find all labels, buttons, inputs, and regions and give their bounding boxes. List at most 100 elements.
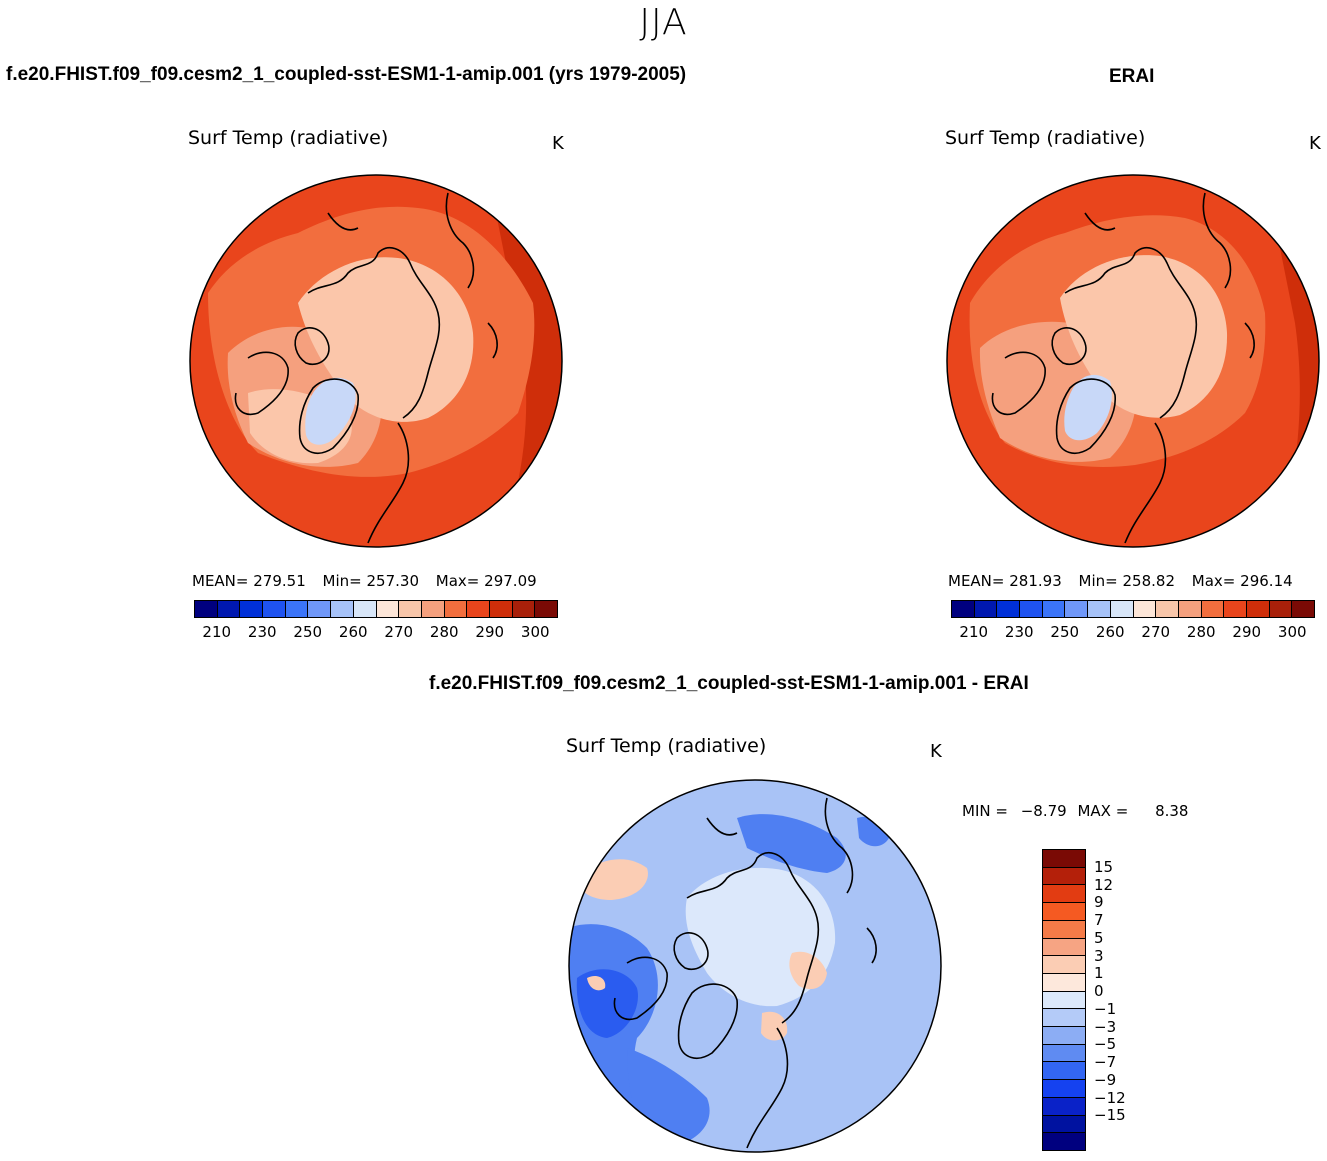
colorbar-swatch-3 [1020,601,1043,617]
colorbar-swatch-7 [1110,601,1134,617]
colorbar-swatch-8 [376,601,400,617]
colorbar-tick-label: 0 [1094,982,1104,1001]
season-title: JJA [639,2,688,43]
colorbar-tick-label: 280 [1186,623,1216,641]
colorbar-swatch-1 [217,601,241,617]
diff-unit-label: K [930,741,942,762]
colorbar-tick-label: 260 [1095,623,1125,641]
colorbar-swatch-16 [1043,1133,1085,1150]
colorbar-swatch-10 [1043,1027,1085,1045]
colorbar-tick-label: 1 [1094,964,1104,983]
colorbar-tick-label: 12 [1094,875,1114,894]
model-min-value: 257.30 [366,572,420,590]
colorbar-swatch-15 [535,601,557,617]
obs-stats: MEAN= 281.93 Min= 258.82 Max= 296.14 [948,572,1293,590]
colorbar-tick-label: 270 [1141,623,1171,641]
colorbar-tick-label: −3 [1094,1017,1117,1036]
obs-colorbar [951,600,1315,618]
colorbar-swatch-10 [421,601,445,617]
colorbar-swatch-9 [399,601,422,617]
colorbar-swatch-5 [308,601,332,617]
model-max-label: Max= [435,572,480,590]
colorbar-tick-label: 5 [1094,928,1104,947]
colorbar-tick-label: −7 [1094,1053,1117,1072]
model-min-label: Min= [322,572,362,590]
colorbar-swatch-6 [331,601,354,617]
colorbar-swatch-13 [1246,601,1270,617]
model-polar-map [189,174,563,548]
colorbar-swatch-7 [353,601,377,617]
model-colorbar [194,600,558,618]
colorbar-swatch-9 [1043,1009,1085,1028]
colorbar-tick-label: 9 [1094,893,1104,912]
colorbar-swatch-4 [1043,920,1085,939]
obs-plot-title: Surf Temp (radiative) [945,127,1146,149]
obs-unit-label: K [1309,133,1321,154]
model-panel-header: f.e20.FHIST.f09_f09.cesm2_1_coupled-sst-… [6,64,687,85]
colorbar-tick-label: 250 [1050,623,1080,641]
colorbar-swatch-12 [1224,601,1247,617]
colorbar-tick-label: 15 [1094,857,1114,876]
obs-min-value: 258.82 [1122,572,1176,590]
colorbar-swatch-4 [285,601,309,617]
diff-max-label: MAX = [1077,802,1129,820]
colorbar-swatch-2 [1043,885,1085,904]
colorbar-swatch-11 [1201,601,1225,617]
model-mean-label: MEAN= [192,572,249,590]
diff-minmax: MIN = −8.79 MAX = 8.38 [962,802,1188,820]
colorbar-swatch-6 [1043,956,1085,974]
colorbar-swatch-7 [1043,973,1085,992]
colorbar-swatch-13 [1043,1080,1085,1098]
colorbar-swatch-13 [489,601,513,617]
colorbar-tick-label: 300 [1277,623,1307,641]
colorbar-swatch-1 [974,601,998,617]
obs-mean-label: MEAN= [948,572,1005,590]
colorbar-tick-label: 260 [338,623,368,641]
colorbar-swatch-5 [1043,938,1085,957]
diff-plot-title: Surf Temp (radiative) [566,735,767,757]
colorbar-swatch-3 [1043,903,1085,921]
colorbar-tick-label: 250 [293,623,323,641]
colorbar-swatch-0 [1043,850,1085,868]
diff-panel-header: f.e20.FHIST.f09_f09.cesm2_1_coupled-sst-… [429,673,1029,694]
colorbar-tick-label: 290 [475,623,505,641]
diff-max-value: 8.38 [1155,802,1189,820]
obs-max-value: 296.14 [1240,572,1293,590]
colorbar-swatch-2 [997,601,1021,617]
colorbar-swatch-12 [467,601,490,617]
obs-max-label: Max= [1191,572,1236,590]
colorbar-tick-label: 290 [1232,623,1262,641]
diff-min-label: MIN = [962,802,1008,820]
colorbar-tick-label: −12 [1094,1088,1126,1107]
colorbar-tick-label: 300 [520,623,550,641]
colorbar-swatch-3 [263,601,286,617]
colorbar-tick-label: −5 [1094,1035,1117,1054]
colorbar-swatch-10 [1178,601,1202,617]
colorbar-swatch-0 [195,601,218,617]
colorbar-swatch-11 [1043,1044,1085,1063]
obs-mean-value: 281.93 [1009,572,1062,590]
colorbar-swatch-0 [952,601,975,617]
colorbar-swatch-6 [1088,601,1111,617]
obs-min-label: Min= [1078,572,1118,590]
model-mean-value: 279.51 [253,572,306,590]
diff-polar-map [568,779,942,1153]
model-plot-title: Surf Temp (radiative) [188,127,389,149]
colorbar-swatch-14 [512,601,536,617]
colorbar-tick-label: 230 [1004,623,1034,641]
colorbar-swatch-12 [1043,1062,1085,1081]
colorbar-tick-label: 270 [384,623,414,641]
colorbar-swatch-2 [240,601,264,617]
obs-polar-map [946,174,1320,548]
colorbar-tick-label: 210 [959,623,989,641]
colorbar-swatch-9 [1156,601,1179,617]
colorbar-swatch-15 [1043,1115,1085,1134]
colorbar-swatch-4 [1042,601,1066,617]
diff-min-value: −8.79 [1020,802,1067,820]
colorbar-tick-label: 280 [429,623,459,641]
colorbar-swatch-8 [1043,991,1085,1010]
diff-colorbar-ticks: 15 12 9 7 5 3 1 0 −1 −3 −5 −7 −9 −12 −15 [1094,849,1154,1151]
model-colorbar-ticks: 210 230 250 260 270 280 290 300 [194,623,558,643]
colorbar-tick-label: −1 [1094,999,1117,1018]
colorbar-tick-label: 3 [1094,946,1104,965]
